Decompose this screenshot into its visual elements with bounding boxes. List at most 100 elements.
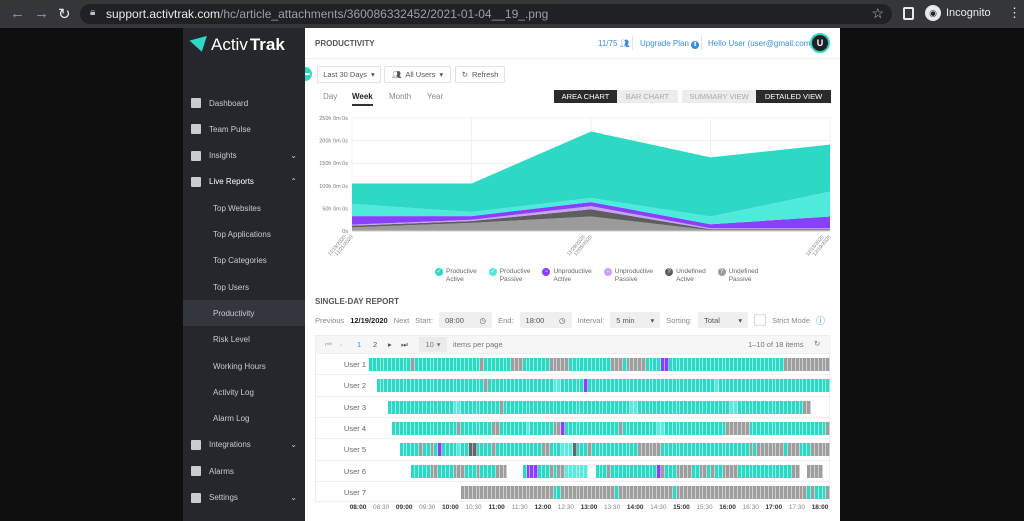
activity-segment[interactable] [668,485,673,499]
sidebar-item-dashboard[interactable]: Dashboard [183,90,305,116]
activity-segment[interactable] [465,379,469,393]
activity-segment[interactable] [422,379,427,393]
strict-mode-checkbox[interactable] [754,314,767,326]
activity-segment[interactable] [445,400,450,414]
activity-segment[interactable] [572,379,577,393]
activity-segment[interactable] [503,358,508,371]
activity-segment[interactable] [768,379,773,393]
activity-segment[interactable] [764,464,769,478]
activity-segment[interactable] [503,421,508,435]
activity-segment[interactable] [638,358,642,371]
activity-segment[interactable] [722,379,727,393]
page-2[interactable]: 2 [373,340,378,349]
activity-segment[interactable] [538,400,542,414]
activity-segment[interactable] [507,400,512,414]
activity-segment[interactable] [534,379,539,393]
tab-day[interactable]: Day [323,92,338,101]
activity-segment[interactable] [676,421,681,435]
activity-segment[interactable] [418,464,423,478]
activity-segment[interactable] [576,464,581,478]
activity-segment[interactable] [461,421,466,435]
activity-segment[interactable] [518,379,523,393]
activity-segment[interactable] [403,358,408,371]
activity-segment[interactable] [407,421,412,435]
activity-segment[interactable] [611,358,615,371]
activity-segment[interactable] [811,485,815,499]
activity-segment[interactable] [688,358,692,371]
avatar[interactable]: U [810,33,830,53]
activity-segment[interactable] [768,400,773,414]
activity-segment[interactable] [572,443,577,457]
activity-segment[interactable] [672,358,677,371]
activity-segment[interactable] [780,464,785,478]
upgrade-plan-link[interactable]: Upgrade Plan ⬆ [640,39,700,49]
activity-segment[interactable] [526,443,531,457]
activity-segment[interactable] [645,443,650,457]
activity-segment[interactable] [680,464,685,478]
activity-segment[interactable] [711,485,715,499]
activity-segment[interactable] [611,400,615,414]
activity-segment[interactable] [718,443,723,457]
activity-segment[interactable] [703,379,708,393]
activity-segment[interactable] [488,485,492,499]
activity-segment[interactable] [499,400,504,414]
activity-segment[interactable] [803,379,808,393]
tab-week[interactable]: Week [352,92,373,106]
sidebar-toggle-icon[interactable] [903,7,914,20]
activity-segment[interactable] [749,421,754,435]
activity-segment[interactable] [430,443,435,457]
activity-segment[interactable] [580,400,585,414]
activity-segment[interactable] [738,358,742,371]
activity-segment[interactable] [672,485,677,499]
activity-segment[interactable] [484,400,489,414]
activity-segment[interactable] [603,379,608,393]
activity-segment[interactable] [515,421,519,435]
activity-segment[interactable] [507,379,512,393]
activity-segment[interactable] [811,421,815,435]
activity-segment[interactable] [680,485,685,499]
activity-segment[interactable] [615,421,619,435]
activity-segment[interactable] [576,485,581,499]
activity-segment[interactable] [553,443,558,457]
activity-segment[interactable] [741,443,746,457]
activity-segment[interactable] [622,464,627,478]
activity-segment[interactable] [599,464,604,478]
activity-segment[interactable] [549,443,554,457]
activity-segment[interactable] [484,358,489,371]
activity-segment[interactable] [791,464,796,478]
activity-segment[interactable] [488,464,492,478]
activity-segment[interactable] [780,379,785,393]
activity-segment[interactable] [768,443,773,457]
next-page-icon[interactable]: ▸ [388,340,392,349]
activity-segment[interactable] [407,443,412,457]
previous-day-link[interactable]: Previous [315,315,345,325]
activity-segment[interactable] [641,358,646,371]
activity-segment[interactable] [741,464,746,478]
activity-segment[interactable] [518,443,523,457]
activity-segment[interactable] [488,379,492,393]
activity-segment[interactable] [761,464,765,478]
activity-segment[interactable] [645,464,650,478]
activity-segment[interactable] [484,443,489,457]
page-size-select[interactable]: 10 ▾ [419,337,447,352]
activity-segment[interactable] [549,358,554,371]
activity-segment[interactable] [503,379,508,393]
activity-segment[interactable] [541,464,546,478]
activity-segment[interactable] [380,358,385,371]
activity-segment[interactable] [718,358,723,371]
activity-segment[interactable] [403,443,408,457]
activity-segment[interactable] [664,400,669,414]
activity-segment[interactable] [664,358,669,371]
activity-segment[interactable] [557,464,562,478]
activity-segment[interactable] [407,400,412,414]
activity-segment[interactable] [403,421,408,435]
activity-segment[interactable] [545,400,550,414]
activity-segment[interactable] [499,421,504,435]
activity-segment[interactable] [480,421,485,435]
activity-segment[interactable] [403,379,408,393]
activity-segment[interactable] [499,485,504,499]
activity-segment[interactable] [580,485,585,499]
activity-segment[interactable] [734,379,738,393]
activity-segment[interactable] [392,358,396,371]
legend-item[interactable]: − Unproductive Passive [603,268,653,284]
